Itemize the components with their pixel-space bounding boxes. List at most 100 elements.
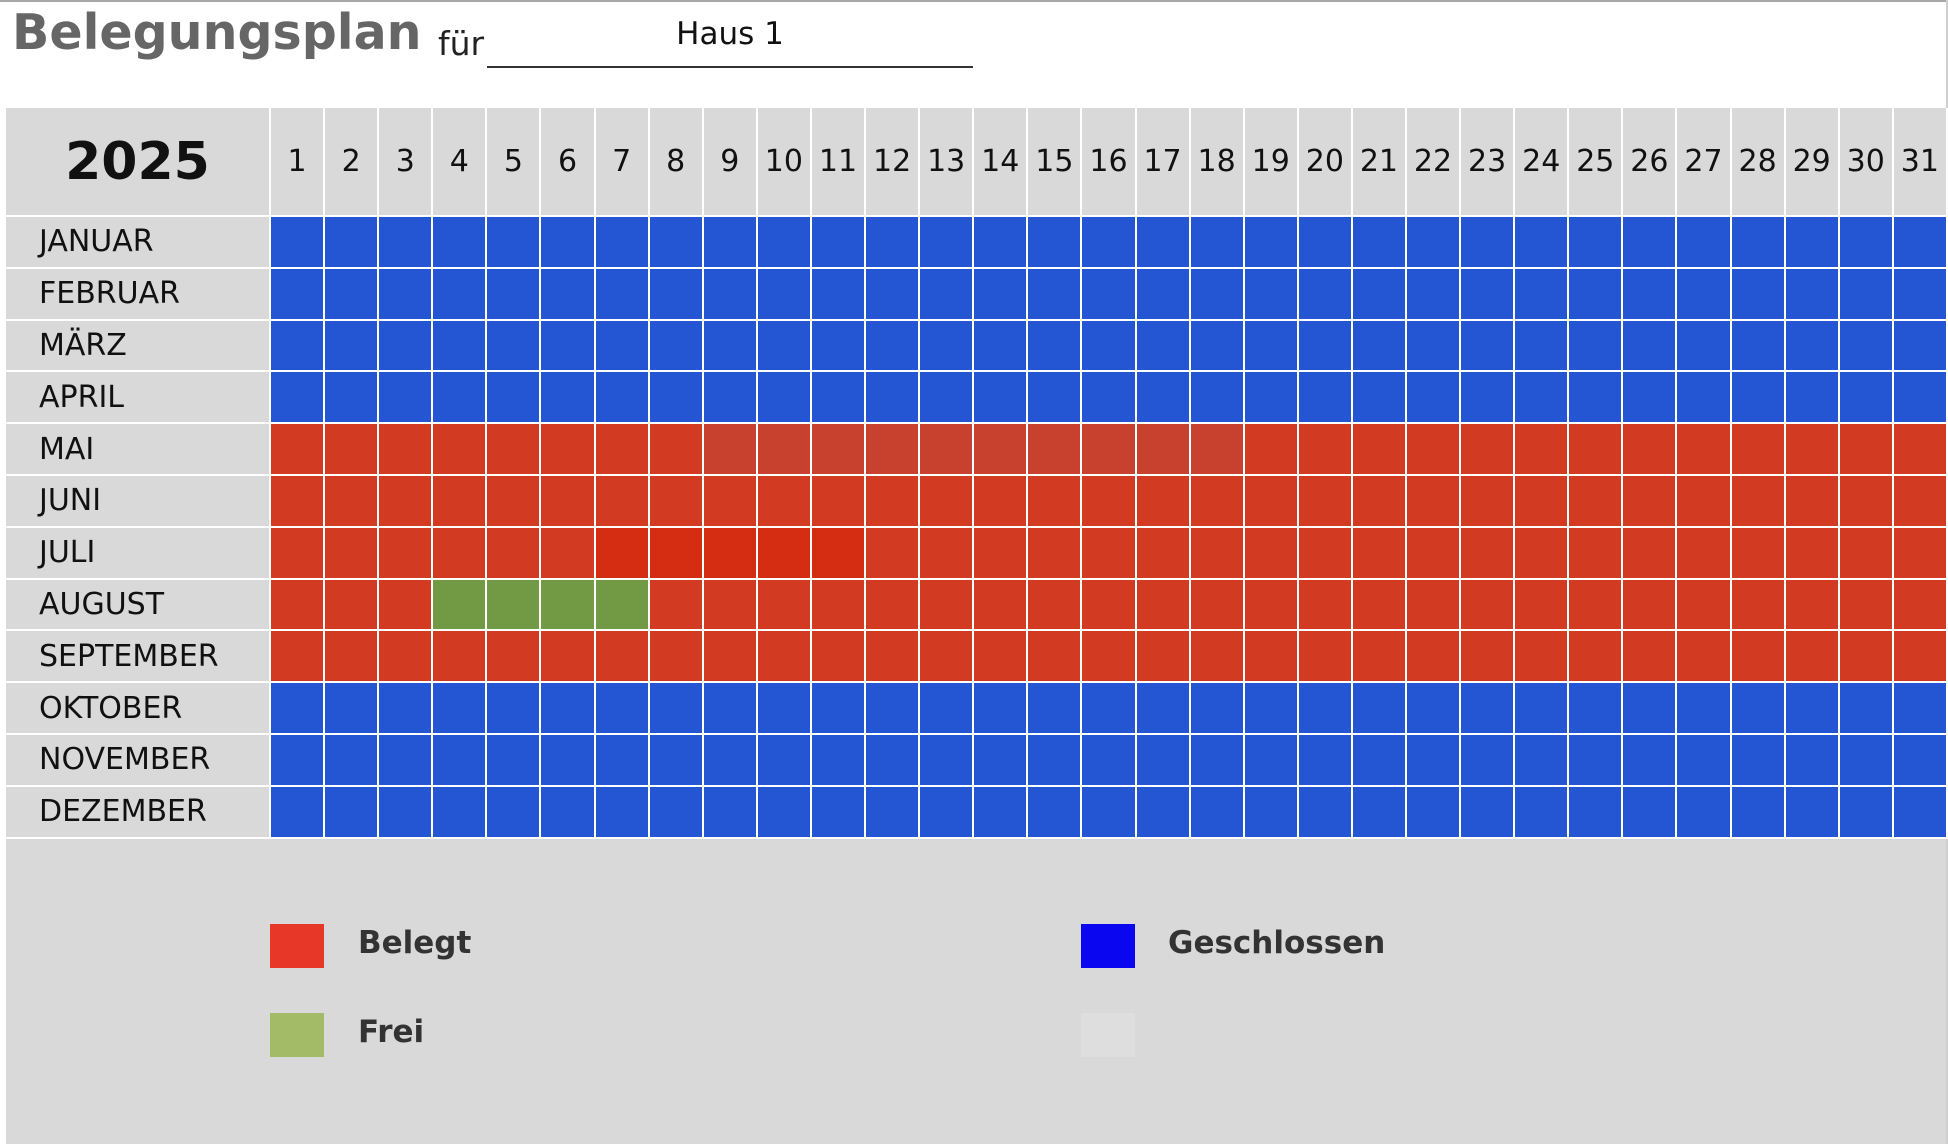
day-cell-belegt[interactable] [1569,475,1624,528]
day-cell-belegt[interactable] [811,631,867,684]
day-cell-belegt[interactable] [1569,527,1624,580]
day-cell-geschlossen[interactable] [379,786,434,839]
day-cell-geschlossen[interactable] [703,320,758,373]
day-cell-geschlossen[interactable] [649,217,704,269]
day-cell-geschlossen[interactable] [1028,786,1083,839]
day-cell-belegt[interactable] [1839,475,1894,528]
day-cell-geschlossen[interactable] [1893,217,1948,269]
day-cell-geschlossen[interactable] [1515,320,1570,373]
day-cell-belegt[interactable] [1515,579,1570,632]
day-cell-geschlossen[interactable] [1298,734,1353,787]
day-cell-geschlossen[interactable] [325,786,380,839]
day-cell-geschlossen[interactable] [271,734,326,787]
day-cell-belegt[interactable] [541,424,596,476]
day-cell-geschlossen[interactable] [920,786,975,839]
day-cell-geschlossen[interactable] [1677,683,1732,735]
day-cell-geschlossen[interactable] [1623,268,1678,321]
day-cell-belegt[interactable] [595,631,650,684]
day-cell-geschlossen[interactable] [1406,320,1462,373]
day-cell-belegt[interactable] [866,424,921,476]
day-cell-geschlossen[interactable] [1461,320,1516,373]
day-cell-belegt[interactable] [1515,424,1570,476]
day-cell-geschlossen[interactable] [1515,683,1570,735]
day-cell-geschlossen[interactable] [1352,734,1407,787]
day-cell-frei[interactable] [595,579,650,632]
day-cell-belegt[interactable] [1785,475,1840,528]
day-cell-geschlossen[interactable] [1785,683,1840,735]
day-cell-belegt[interactable] [1136,475,1191,528]
day-cell-geschlossen[interactable] [271,268,326,321]
day-cell-geschlossen[interactable] [1839,683,1894,735]
day-cell-belegt[interactable] [1677,424,1732,476]
day-cell-frei[interactable] [541,579,596,632]
day-cell-geschlossen[interactable] [1244,683,1299,735]
day-cell-belegt[interactable] [1136,424,1191,476]
day-cell-geschlossen[interactable] [541,683,596,735]
day-cell-geschlossen[interactable] [920,268,975,321]
day-cell-belegt[interactable] [1785,527,1840,580]
day-cell-belegt[interactable] [703,527,758,580]
day-cell-geschlossen[interactable] [1244,786,1299,839]
day-cell-geschlossen[interactable] [757,217,812,269]
day-cell-geschlossen[interactable] [595,268,650,321]
day-cell-belegt[interactable] [1785,631,1840,684]
day-cell-belegt[interactable] [649,424,704,476]
day-cell-geschlossen[interactable] [1569,734,1624,787]
day-cell-belegt[interactable] [487,424,542,476]
day-cell-geschlossen[interactable] [1352,320,1407,373]
day-cell-belegt[interactable] [1515,631,1570,684]
day-cell-geschlossen[interactable] [1190,683,1245,735]
day-cell-geschlossen[interactable] [595,372,650,425]
day-cell-belegt[interactable] [649,527,704,580]
day-cell-belegt[interactable] [1731,475,1786,528]
day-cell-geschlossen[interactable] [1515,734,1570,787]
day-cell-belegt[interactable] [1893,424,1948,476]
day-cell-belegt[interactable] [1082,527,1137,580]
day-cell-geschlossen[interactable] [1190,268,1245,321]
day-cell-belegt[interactable] [1461,527,1516,580]
day-cell-geschlossen[interactable] [1677,734,1732,787]
day-cell-geschlossen[interactable] [757,320,812,373]
day-cell-belegt[interactable] [1244,527,1299,580]
day-cell-belegt[interactable] [1893,579,1948,632]
day-cell-geschlossen[interactable] [541,372,596,425]
day-cell-geschlossen[interactable] [433,372,488,425]
day-cell-geschlossen[interactable] [757,268,812,321]
day-cell-belegt[interactable] [757,475,812,528]
day-cell-geschlossen[interactable] [649,268,704,321]
day-cell-belegt[interactable] [1731,631,1786,684]
day-cell-geschlossen[interactable] [325,734,380,787]
day-cell-belegt[interactable] [1352,475,1407,528]
day-cell-belegt[interactable] [1839,579,1894,632]
day-cell-geschlossen[interactable] [595,786,650,839]
day-cell-belegt[interactable] [487,631,542,684]
day-cell-belegt[interactable] [1461,475,1516,528]
day-cell-geschlossen[interactable] [1244,320,1299,373]
day-cell-belegt[interactable] [1190,424,1245,476]
day-cell-belegt[interactable] [1298,527,1353,580]
day-cell-geschlossen[interactable] [1461,217,1516,269]
day-cell-belegt[interactable] [379,631,434,684]
day-cell-geschlossen[interactable] [1190,217,1245,269]
day-cell-geschlossen[interactable] [1515,372,1570,425]
day-cell-geschlossen[interactable] [1352,683,1407,735]
day-cell-geschlossen[interactable] [811,734,867,787]
day-cell-geschlossen[interactable] [541,320,596,373]
day-cell-geschlossen[interactable] [1461,734,1516,787]
day-cell-geschlossen[interactable] [1028,320,1083,373]
day-cell-geschlossen[interactable] [325,320,380,373]
day-cell-belegt[interactable] [866,631,921,684]
day-cell-geschlossen[interactable] [1190,320,1245,373]
day-cell-geschlossen[interactable] [1028,734,1083,787]
day-cell-geschlossen[interactable] [1677,786,1732,839]
day-cell-geschlossen[interactable] [271,683,326,735]
day-cell-geschlossen[interactable] [811,217,867,269]
day-cell-belegt[interactable] [271,424,326,476]
day-cell-geschlossen[interactable] [1569,372,1624,425]
day-cell-geschlossen[interactable] [866,734,921,787]
day-cell-geschlossen[interactable] [1623,683,1678,735]
day-cell-geschlossen[interactable] [866,217,921,269]
day-cell-belegt[interactable] [487,475,542,528]
day-cell-geschlossen[interactable] [487,268,542,321]
day-cell-belegt[interactable] [595,424,650,476]
